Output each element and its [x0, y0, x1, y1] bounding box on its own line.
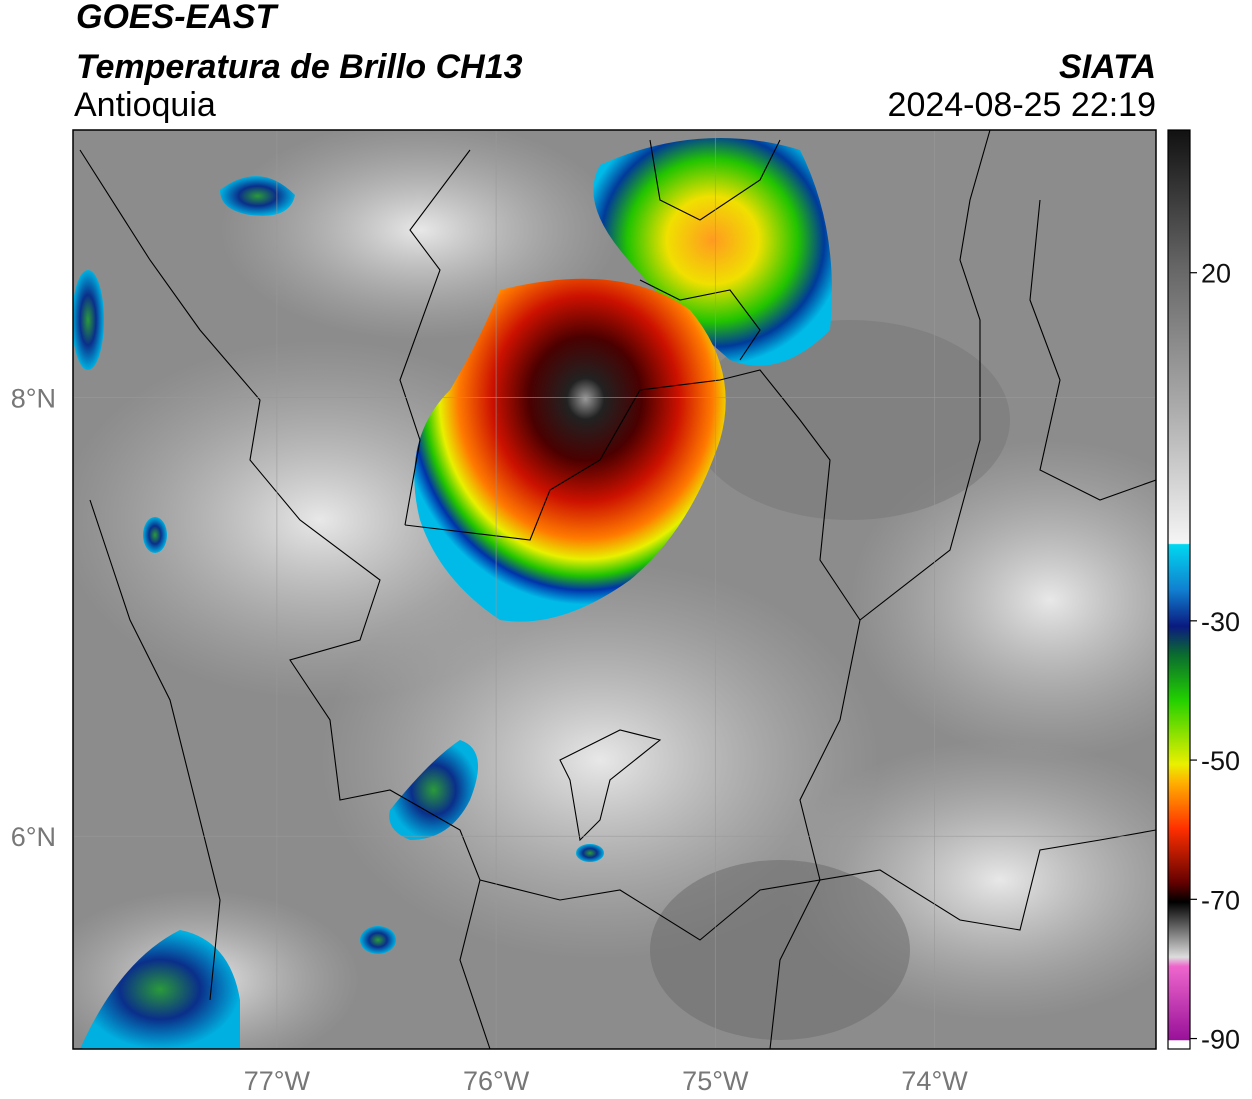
- colorbar-tick-label: -50: [1201, 746, 1240, 776]
- colorbar: [1167, 129, 1191, 1050]
- lon-tick-label: 74°W: [901, 1066, 968, 1096]
- region: Antioquia: [74, 86, 216, 124]
- title-line2: Temperatura de Brillo CH13: [76, 48, 523, 86]
- colorbar-tick-label: -30: [1201, 607, 1240, 637]
- title-line1: GOES-EAST: [76, 0, 279, 36]
- lat-tick-label: 6°N: [11, 822, 56, 852]
- colorbar-tick-label: -90: [1201, 1025, 1240, 1055]
- source: SIATA: [1059, 48, 1156, 86]
- lon-tick-label: 77°W: [244, 1066, 311, 1096]
- lon-tick-label: 76°W: [463, 1066, 530, 1096]
- colorbar-tick-label: -70: [1201, 885, 1240, 915]
- lat-tick-label: 8°N: [11, 384, 56, 414]
- lon-tick-label: 75°W: [682, 1066, 749, 1096]
- colorbar-tick-label: 20: [1201, 259, 1231, 289]
- timestamp: 2024-08-25 22:19: [888, 86, 1156, 124]
- map-image: [73, 130, 1156, 1049]
- map-frame: [72, 129, 1157, 1050]
